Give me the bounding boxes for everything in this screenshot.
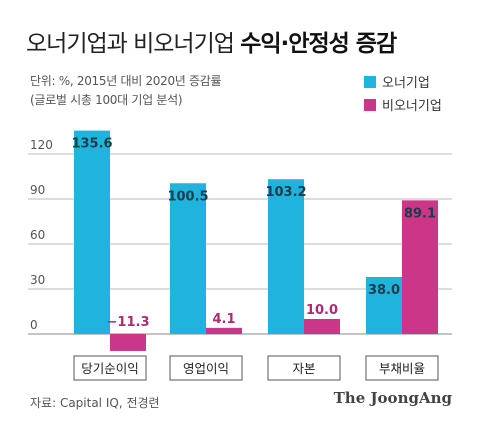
x-tick-label: 당기순이익 [81, 361, 139, 376]
category-label-box [169, 355, 243, 381]
bar-owner [74, 130, 110, 334]
y-tick-label: 30 [30, 273, 45, 287]
y-tick-label: 0 [30, 318, 38, 332]
legend-item-owner: 오너기업 [364, 72, 430, 91]
bar-non-owner [304, 319, 340, 334]
subtitle-units: 단위: %, 2015년 대비 2020년 증감률 [30, 74, 222, 88]
chart-title: 오너기업과 비오너기업 수익·안정성 증감 [26, 24, 397, 58]
bar-non-owner [402, 200, 438, 334]
publisher-logo: The JoongAng [333, 389, 452, 407]
data-label: 4.1 [212, 312, 235, 327]
y-tick-label: 90 [30, 183, 45, 197]
y-tick-label: 60 [30, 228, 45, 242]
data-label: 100.5 [167, 189, 208, 204]
data-label: 103.2 [265, 185, 306, 200]
subtitle-scope: (글로벌 시총 100대 기업 분석) [30, 93, 183, 107]
bar-non-owner [110, 334, 146, 351]
x-tick-label: 영업이익 [183, 361, 229, 376]
data-label: 10.0 [306, 303, 338, 318]
chart-title-bold: 수익·안정성 증감 [240, 31, 397, 57]
category-label-box [365, 355, 439, 381]
category-label-box [267, 355, 341, 381]
y-tick-label: 120 [30, 138, 53, 152]
chart-title-light: 오너기업과 비오너기업 [26, 31, 235, 57]
data-label: 89.1 [404, 206, 436, 221]
data-label: 135.6 [71, 137, 112, 152]
legend-item-non-owner: 비오너기업 [364, 95, 442, 114]
category-label-box [73, 355, 147, 381]
x-tick-label: 자본 [292, 361, 315, 376]
bar-owner [366, 277, 402, 334]
legend-swatch-non-owner [364, 98, 376, 111]
data-label: −11.3 [107, 315, 150, 330]
legend-label-non-owner: 비오너기업 [382, 99, 442, 114]
bar-owner [268, 179, 304, 334]
legend-swatch-owner [364, 75, 376, 88]
bar-non-owner [206, 327, 242, 334]
bar-owner [170, 183, 206, 334]
legend-label-owner: 오너기업 [382, 76, 430, 91]
x-tick-label: 부채비율 [379, 361, 425, 376]
source-note: 자료: Capital IQ, 전경련 [30, 396, 160, 410]
data-label: 38.0 [368, 283, 400, 298]
